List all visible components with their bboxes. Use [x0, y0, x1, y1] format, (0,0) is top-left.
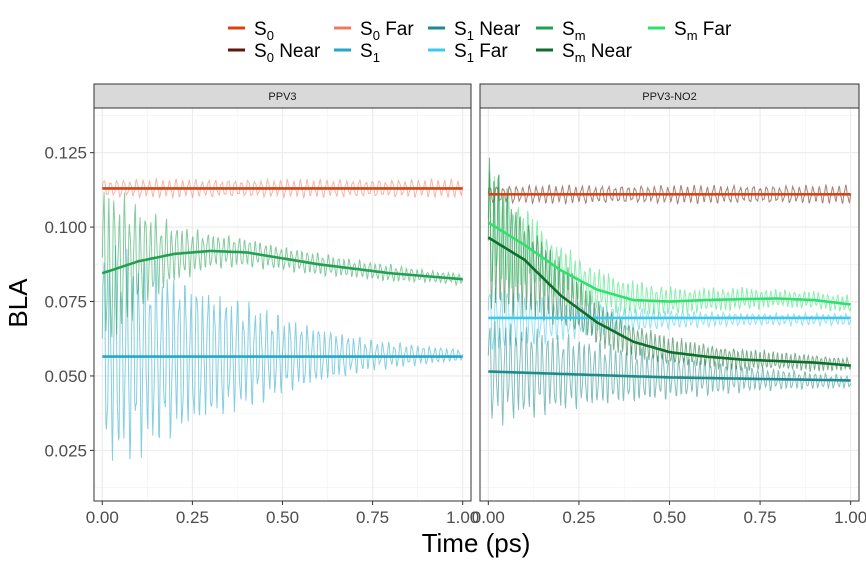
legend-item: S1 Far	[428, 41, 508, 65]
legend-item: S0	[228, 19, 274, 43]
x-tick-label: 0.50	[266, 508, 299, 527]
y-axis-title: BLA	[3, 278, 33, 328]
x-tick-label: 0.50	[653, 508, 686, 527]
strip-label: PPV3-NO2	[642, 91, 696, 103]
x-tick-label: 0.75	[356, 508, 389, 527]
legend-item: S0 Far	[334, 19, 414, 43]
legend-label: S1 Far	[454, 41, 508, 65]
raw-trace	[101, 245, 464, 461]
y-tick-label: 0.125	[44, 144, 87, 163]
x-tick-label: 1.00	[446, 508, 479, 527]
fit-line	[487, 221, 851, 306]
legend-label: S0 Near	[254, 41, 321, 65]
legend-item: S1 Near	[428, 19, 521, 43]
fit-line	[101, 249, 463, 281]
panel-1: PPV3	[93, 83, 472, 502]
legend-label: S1	[360, 41, 380, 65]
panel-2: PPV3-NO2	[479, 83, 860, 502]
legend-label: S1 Near	[454, 19, 521, 43]
strip-label: PPV3	[268, 91, 296, 103]
y-tick-label: 0.025	[44, 441, 87, 460]
legend-label: S0 Far	[360, 19, 414, 43]
legend-item: S0 Near	[228, 41, 321, 65]
legend-label: Sm Near	[562, 41, 633, 65]
x-axis: 0.00 0.25 0.50 0.75 1.000.00 0.25 0.50 0.75 1.00	[86, 501, 866, 527]
x-axis-title: Time (ps)	[422, 528, 531, 558]
fit-line	[487, 236, 851, 367]
legend-item: Sm Near	[536, 41, 633, 65]
strip-background	[93, 83, 472, 109]
x-tick-label: 1.00	[834, 508, 866, 527]
raw-trace	[487, 157, 852, 372]
y-tick-label: 0.075	[44, 293, 87, 312]
legend-label: Sm	[562, 19, 586, 43]
x-tick-label: 0.00	[86, 508, 119, 527]
legend-label: S0	[254, 19, 274, 43]
x-tick-label: 0.25	[562, 508, 595, 527]
legend-item: Sm Far	[648, 19, 732, 43]
x-tick-label: 0.75	[744, 508, 777, 527]
y-tick-label: 0.100	[44, 218, 87, 237]
legend-item: S1	[334, 41, 380, 65]
fit-line	[488, 370, 851, 382]
y-axis: 0.025 0.050 0.075 0.100 0.125	[44, 144, 94, 460]
panels: PPV3 PPV3-NO2	[93, 83, 860, 502]
x-tick-label: 0.00	[472, 508, 505, 527]
raw-trace	[487, 321, 852, 426]
y-tick-label: 0.050	[44, 367, 87, 386]
strip-background	[479, 83, 860, 109]
legend-label: Sm Far	[674, 19, 732, 43]
legend-item: Sm	[536, 19, 586, 43]
x-tick-label: 0.25	[176, 508, 209, 527]
gridlines	[94, 108, 471, 501]
